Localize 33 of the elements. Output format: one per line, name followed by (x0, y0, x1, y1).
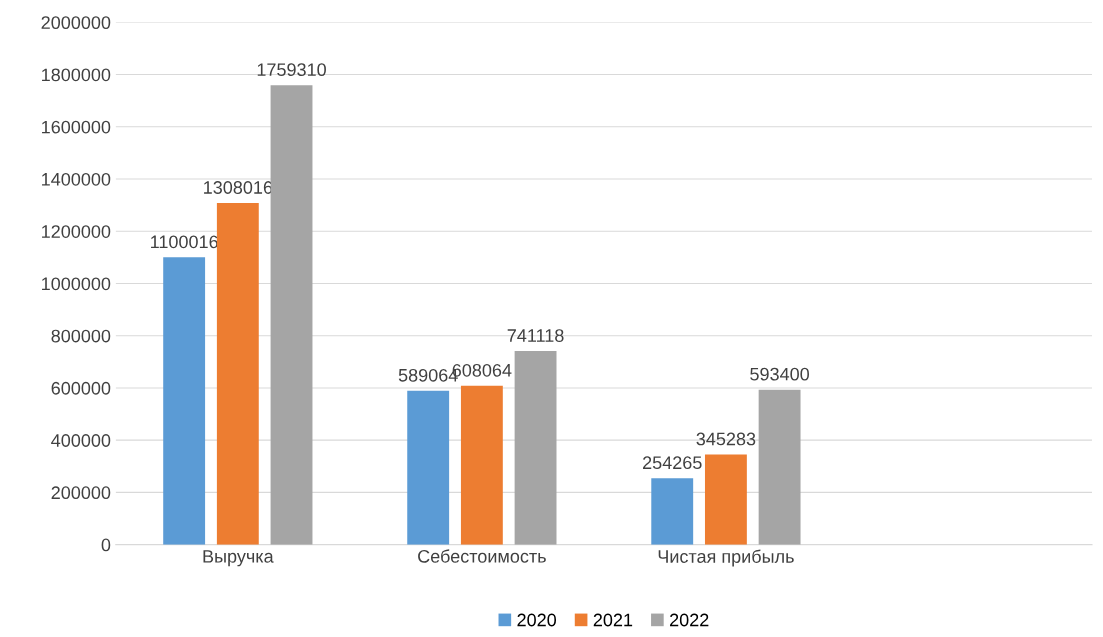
bar (216, 203, 259, 545)
x-tick-label: Себестоимость (418, 549, 546, 563)
bar (651, 478, 694, 545)
legend-label: 2022 (670, 613, 709, 627)
data-label: 741118 (507, 329, 564, 342)
data-label: 254265 (643, 456, 702, 470)
y-tick-label: 1200000 (42, 225, 111, 238)
data-label: 1759310 (257, 63, 326, 77)
y-tick-label: 0 (101, 538, 111, 552)
y-tick-label: 200000 (51, 486, 111, 500)
legend-label: 2021 (593, 613, 633, 627)
bar (460, 385, 503, 545)
x-tick-label: Чистая прибыль (658, 549, 794, 567)
y-tick-label: 1000000 (42, 277, 111, 291)
data-label: 1308016 (204, 181, 273, 194)
data-label: 593400 (750, 367, 810, 381)
legend-label: 2020 (517, 613, 557, 627)
y-tick-label: 1400000 (42, 172, 111, 186)
bar (270, 85, 313, 545)
x-tick-label: Выручка (203, 550, 274, 567)
bar (514, 351, 557, 545)
y-tick-label: 600000 (51, 381, 111, 395)
bar (163, 257, 206, 545)
y-tick-label: 800000 (51, 329, 111, 343)
bar (758, 389, 801, 545)
bar (704, 454, 747, 545)
y-tick-label: 400000 (51, 434, 111, 447)
data-label: 1100016 (151, 235, 218, 249)
data-label: 345283 (696, 432, 756, 446)
y-tick-label: 1600000 (42, 120, 111, 134)
y-tick-label: 2000000 (41, 16, 111, 30)
bar (407, 390, 450, 545)
y-tick-label: 1800000 (42, 68, 111, 82)
